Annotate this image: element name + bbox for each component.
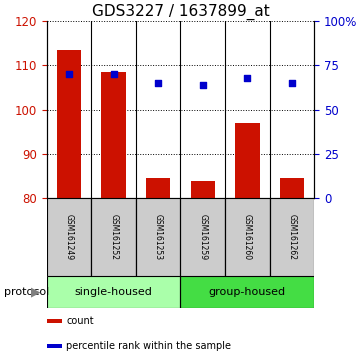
Text: ▶: ▶ [31, 286, 40, 298]
Bar [136, 198, 180, 276]
Bar [47, 319, 62, 323]
Text: protocol: protocol [4, 287, 49, 297]
Bar [146, 178, 170, 198]
Bar [101, 72, 126, 198]
Point [200, 82, 206, 88]
Point [66, 72, 72, 77]
Bar [180, 198, 225, 276]
Text: GSM161249: GSM161249 [65, 214, 74, 260]
Title: GDS3227 / 1637899_at: GDS3227 / 1637899_at [92, 4, 269, 20]
Text: group-housed: group-housed [209, 287, 286, 297]
Bar [191, 181, 215, 198]
Bar [47, 198, 91, 276]
Bar [235, 123, 260, 198]
Text: GSM161262: GSM161262 [287, 214, 296, 260]
Point [155, 80, 161, 86]
Bar [57, 50, 82, 198]
Bar [180, 276, 314, 308]
Text: GSM161260: GSM161260 [243, 214, 252, 260]
Point [244, 75, 250, 81]
Bar [279, 178, 304, 198]
Point [289, 80, 295, 86]
Text: GSM161253: GSM161253 [154, 214, 163, 260]
Bar [270, 198, 314, 276]
Point [111, 72, 117, 77]
Bar [47, 344, 62, 348]
Text: single-housed: single-housed [75, 287, 153, 297]
Bar [225, 198, 270, 276]
Bar [91, 198, 136, 276]
Bar [47, 276, 180, 308]
Text: GSM161259: GSM161259 [198, 214, 207, 260]
Text: count: count [66, 316, 94, 326]
Text: percentile rank within the sample: percentile rank within the sample [66, 341, 231, 351]
Text: GSM161252: GSM161252 [109, 214, 118, 260]
